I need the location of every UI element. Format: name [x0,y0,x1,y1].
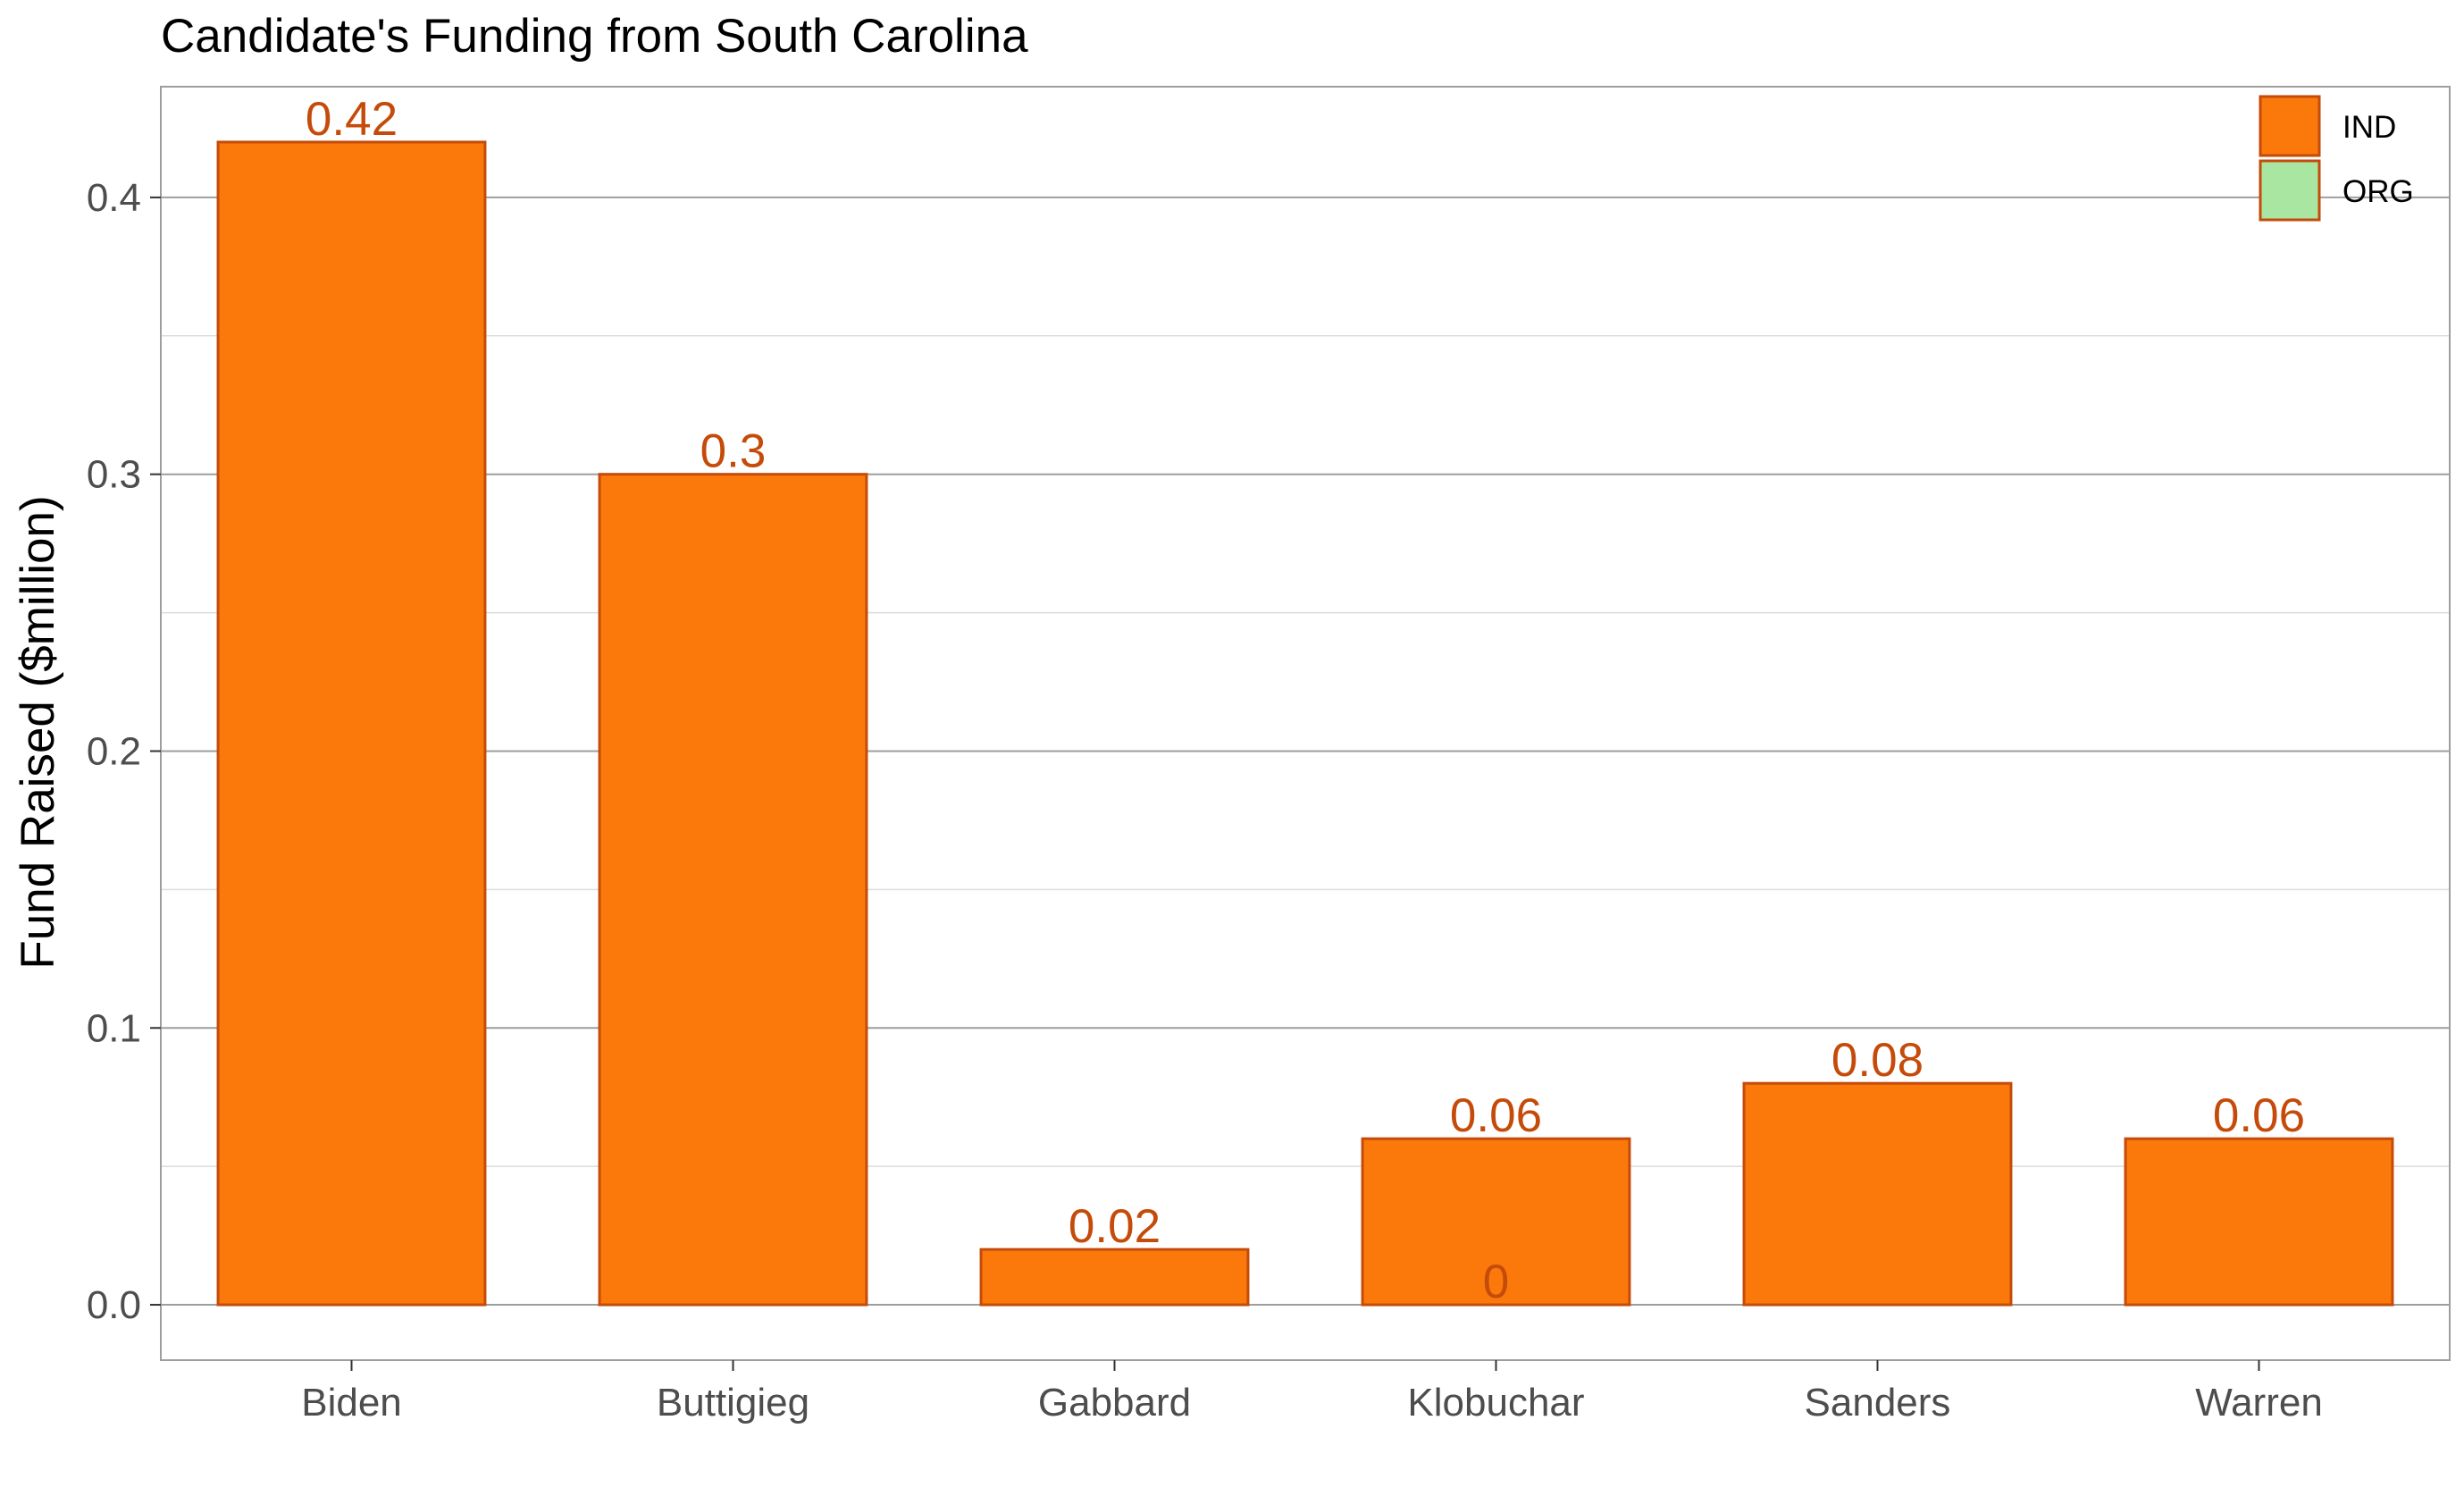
data-label: 0.06 [1450,1089,1542,1142]
y-tick-label: 0.2 [87,729,141,773]
bars [216,140,2394,1307]
bar-ind-warren [2124,1137,2394,1307]
legend-key-org [2259,159,2321,222]
chart-title: Candidate's Funding from South Carolina [161,10,1028,63]
bar-ind-klobuchar [1361,1137,1631,1307]
bar-ind-biden [216,140,487,1307]
legend-label: IND [2342,110,2396,145]
y-tick-label: 0.4 [87,176,141,220]
grid-lines [161,196,2450,1307]
x-tick-label: Gabbard [1038,1381,1191,1425]
data-label: 0.02 [1069,1200,1161,1253]
data-label: 0.42 [306,93,398,146]
data-label: 0.08 [1831,1034,1923,1087]
y-axis: 0.0 0.1 0.2 0.3 0.4 [87,176,161,1327]
x-axis: Biden Buttigieg Gabbard Klobuchar Sanders War… [301,1360,2323,1425]
y-axis-title: Fund Raised ($million) [12,495,64,969]
x-tick-label: Buttigieg [657,1381,809,1425]
legend-label: ORG [2342,174,2414,209]
y-tick-label: 0.0 [87,1283,141,1327]
legend: IND ORG [2259,95,2414,222]
data-label: 0.3 [700,425,767,478]
x-tick-label: Sanders [1805,1381,1951,1425]
x-tick-label: Klobuchar [1407,1381,1584,1425]
panel-border [160,86,2451,1361]
legend-key-ind [2259,95,2321,157]
bar-ind-buttigieg [598,473,868,1307]
x-tick-label: Biden [301,1381,402,1425]
panel: 0.42 0.3 0.02 0.06 0.08 0.06 0 [160,86,2451,1361]
data-label: 0.06 [2213,1089,2305,1142]
bar-ind-gabbard [979,1248,1250,1307]
bar-ind-sanders [1742,1081,2013,1307]
y-tick-label: 0.1 [87,1006,141,1050]
data-label: 0 [1483,1256,1509,1308]
data-labels: 0.42 0.3 0.02 0.06 0.08 0.06 0 [306,93,2305,1308]
x-tick-label: Warren [2195,1381,2323,1425]
y-tick-label: 0.3 [87,453,141,497]
